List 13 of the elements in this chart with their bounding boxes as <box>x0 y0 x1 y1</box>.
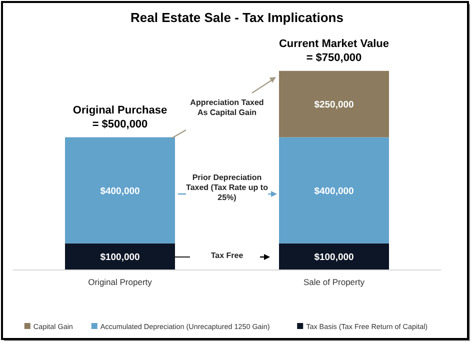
data-label: $400,000 <box>100 186 140 197</box>
annotation: Prior Depreciation Taxed (Tax Rate up to 25%) <box>186 173 268 202</box>
x-tick-label: Sale of Property <box>304 277 366 287</box>
x-tick-label: Original Property <box>88 277 153 287</box>
data-label: $100,000 <box>100 252 140 264</box>
data-label: $100,000 <box>314 252 354 264</box>
data-label: $400,000 <box>314 186 354 197</box>
data-label: $250,000 <box>314 100 354 111</box>
annotation: Current Market Value = $750,000 <box>278 38 390 64</box>
annotation: Tax Free <box>210 251 244 260</box>
chart-title: Real Estate Sale - Tax Implications <box>130 10 344 25</box>
annotation: Appreciation Taxed As Capital Gain <box>190 98 264 117</box>
annotation: Original Purchase = $500,000 <box>72 104 168 130</box>
